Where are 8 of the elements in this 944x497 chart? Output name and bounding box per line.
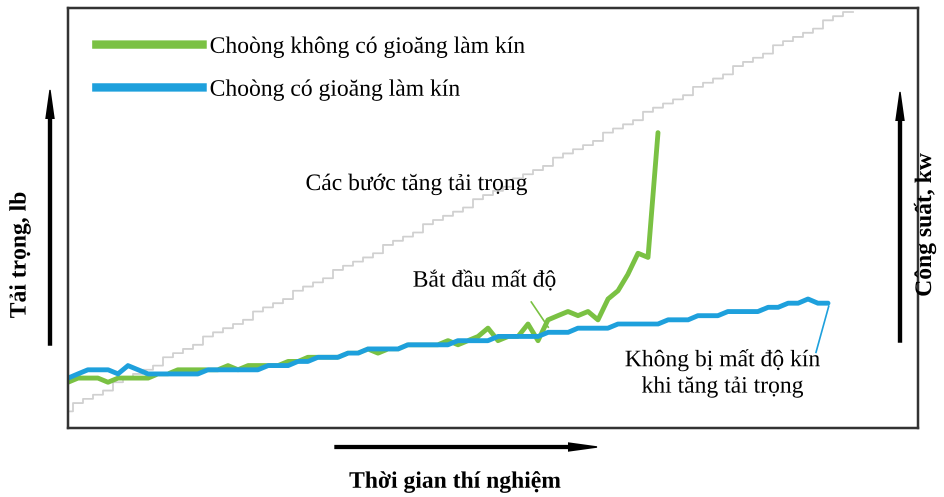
x-axis-title: Thời gian thí nghiệm	[349, 471, 561, 493]
legend-label: Choòng có gioăng làm kín	[210, 79, 460, 101]
annotation: Bắt đầu mất độ	[413, 270, 556, 291]
annotation: Không bị mất độ kín khi tăng tải trọng	[625, 349, 820, 398]
y-axis-title: Tải trọng, lb	[9, 192, 31, 318]
annotation: Các bước tăng tải trọng	[306, 174, 528, 196]
y2-axis-title: Công suất, kw	[914, 153, 936, 296]
legend-label: Choòng không có gioăng làm kín	[210, 36, 525, 58]
